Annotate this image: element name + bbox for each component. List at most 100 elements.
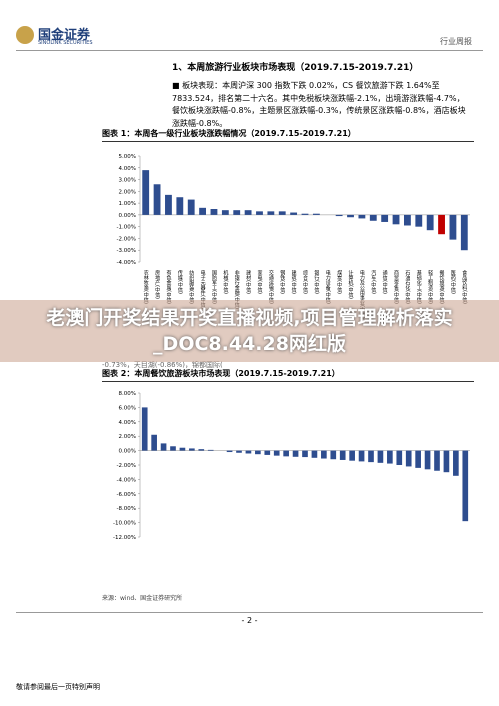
bar: [368, 450, 374, 463]
x-tick-label: 纺织服装(中信): [188, 269, 194, 304]
caption-rule: [102, 141, 474, 142]
bar: [377, 450, 384, 463]
bar: [396, 450, 403, 465]
y-tick-label: -10.00%: [113, 521, 136, 527]
y-tick-label: -4.00%: [117, 477, 136, 483]
y-tick-label: 4.00%: [119, 166, 136, 172]
bar: [369, 214, 377, 221]
y-tick-label: 0.00%: [119, 449, 136, 455]
y-tick-label: 2.00%: [119, 434, 136, 440]
x-tick-label: 电子元器件(中信): [200, 269, 206, 309]
figure-caption: 图表 1：本周各一级行业板块涨跌幅情况（2019.7.15-2019.7.21）: [102, 129, 356, 138]
bar: [434, 450, 440, 471]
paragraph: ■ 板块表现：本周沪深 300 指数下跌 0.02%，CS 餐饮旅游下跌 1.6…: [172, 81, 466, 128]
x-tick-label: 机械(中信): [222, 269, 228, 294]
bar: [176, 197, 184, 215]
bar: [151, 434, 157, 451]
section-title: 1、本周旅游行业板块市场表现（2019.7.15-2019.7.21）: [172, 63, 419, 73]
bar: [312, 213, 320, 215]
x-tick-label: 餐饮旅游(中信): [439, 269, 445, 304]
x-tick-label: 银行(中信): [313, 269, 319, 294]
figure-caption: 图表 2：本周餐饮旅游板块市场表现（2019.7.15-2019.7.21）: [102, 369, 340, 378]
x-tick-label: 家电(中信): [256, 269, 262, 294]
bar: [358, 214, 366, 219]
y-tick-label: -6.00%: [117, 492, 136, 498]
x-tick-label: 交通运输(中信): [268, 269, 274, 304]
bar: [221, 210, 229, 215]
bar: [233, 210, 241, 215]
bar: [311, 450, 318, 458]
x-tick-label: 轻工制造(中信): [427, 269, 433, 304]
bar: [404, 214, 411, 226]
y-tick-label: -2.00%: [117, 236, 136, 242]
x-tick-label: 农林牧渔(中信): [143, 269, 149, 304]
bar: [141, 407, 148, 451]
x-tick-label: 煤炭(中信): [336, 269, 342, 294]
bar: [283, 450, 289, 457]
x-tick-label: 医药(中信): [450, 270, 456, 294]
bar: [392, 214, 400, 225]
x-tick-label: 电力设备(中信): [325, 269, 331, 304]
bar: [226, 450, 233, 453]
overlay-text: 老澳门开奖结果开奖直播视频,项目管理解析落实_DOC8.44.28网红版: [46, 307, 453, 355]
x-tick-label: 有色金属(中信): [165, 269, 171, 304]
x-tick-label: 非银行金融(中信): [234, 269, 240, 309]
bar: [189, 448, 195, 451]
bar: [160, 443, 167, 451]
x-tick-label: 商贸零售(中信): [393, 269, 399, 304]
x-tick-label: 石油石化(中信): [404, 270, 410, 304]
bar: [424, 450, 431, 470]
footer-note: 敬请参阅最后一页特别声明: [16, 683, 100, 691]
bar: [347, 214, 354, 218]
x-tick-label: 汽车(中信): [370, 269, 376, 294]
bar: [245, 450, 252, 454]
bar: [358, 450, 365, 462]
bar: [256, 211, 263, 215]
bar: [290, 212, 298, 215]
bar: [335, 214, 343, 217]
bar: [165, 194, 172, 215]
y-tick-label: -2.00%: [117, 463, 136, 469]
bar: [170, 446, 176, 451]
x-tick-label: 通信(中信): [382, 269, 388, 294]
bar: [415, 450, 421, 468]
bar: [292, 450, 299, 457]
bar: [142, 170, 150, 215]
y-tick-label: 3.00%: [119, 178, 136, 184]
bar: [438, 214, 445, 235]
bar: [302, 450, 308, 458]
caption-rule: [102, 381, 474, 382]
y-tick-label: 5.00%: [119, 154, 136, 160]
x-tick-label: 基础化工(中信): [416, 269, 422, 304]
x-tick-label: 建筑(中信): [291, 269, 297, 294]
bar: [321, 450, 327, 459]
x-tick-label: 传媒(中信): [177, 269, 183, 294]
bar: [179, 447, 186, 451]
bar: [198, 449, 205, 451]
x-tick-label: 计算机(中信): [348, 269, 354, 299]
bar: [443, 450, 450, 473]
bar: [199, 207, 206, 215]
bar: [415, 214, 423, 227]
bar: [207, 449, 214, 451]
y-tick-label: -3.00%: [117, 248, 136, 254]
bar: [264, 450, 271, 455]
y-tick-label: 2.00%: [119, 189, 136, 195]
bar: [187, 199, 195, 215]
bar: [301, 213, 309, 215]
y-tick-label: 8.00%: [119, 391, 136, 397]
logo: 国金证券: [38, 28, 91, 43]
bar: [453, 450, 459, 476]
x-tick-label: 钢铁(中信): [279, 269, 285, 294]
bar: [278, 211, 286, 215]
y-tick-label: 4.00%: [119, 420, 136, 426]
header-tag: 行业周报: [440, 37, 472, 46]
bar: [273, 450, 280, 456]
x-tick-label: 综合(中信): [302, 269, 308, 294]
y-tick-label: 1.00%: [119, 201, 136, 207]
bar: [210, 209, 218, 215]
x-tick-label: 电力及公用事业(中信): [359, 269, 365, 319]
x-tick-label: 食品饮料(中信): [461, 269, 467, 304]
